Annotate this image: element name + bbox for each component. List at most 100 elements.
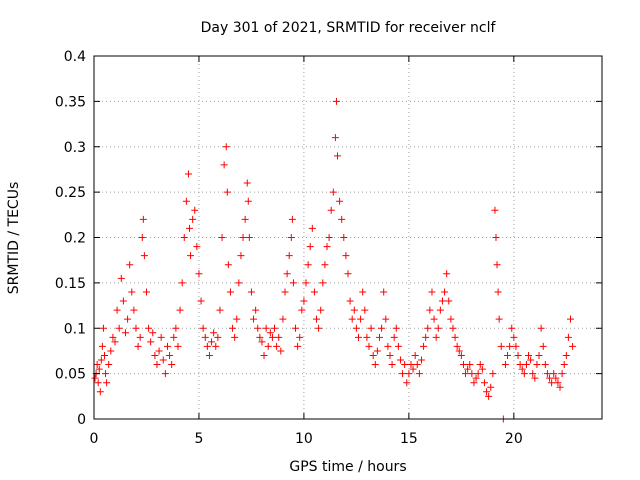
x-tick-label: 10 — [295, 431, 313, 447]
y-tick-label: 0.2 — [64, 231, 86, 247]
data-point — [562, 351, 570, 359]
data-point — [516, 361, 524, 369]
data-point — [264, 342, 272, 350]
data-point — [552, 374, 560, 382]
data-point — [382, 315, 390, 323]
data-point — [262, 324, 270, 332]
data-point — [313, 315, 321, 323]
data-point — [113, 306, 121, 314]
data-point — [223, 188, 231, 196]
data-point — [361, 306, 369, 314]
data-point — [558, 370, 566, 378]
data-point — [258, 338, 266, 346]
data-point — [455, 347, 463, 355]
y-tick-label: 0.4 — [64, 49, 86, 65]
data-point — [388, 361, 396, 369]
y-tick-label: 0.05 — [55, 367, 86, 383]
data-point — [403, 379, 411, 387]
data-point — [459, 361, 467, 369]
data-point — [151, 351, 159, 359]
data-point — [332, 97, 340, 105]
data-point — [466, 361, 474, 369]
x-tick-label: 15 — [400, 431, 418, 447]
data-point — [520, 370, 528, 378]
data-point — [288, 215, 296, 223]
data-point — [405, 370, 413, 378]
data-point — [365, 342, 373, 350]
data-point — [457, 351, 465, 359]
data-point — [363, 333, 371, 341]
data-point — [153, 361, 161, 369]
data-point — [273, 342, 281, 350]
data-point — [443, 270, 451, 278]
data-point — [256, 333, 264, 341]
data-point — [352, 324, 360, 332]
data-point — [495, 315, 503, 323]
data-point — [304, 261, 312, 269]
data-point — [292, 324, 300, 332]
data-point — [449, 324, 457, 332]
data-point — [535, 351, 543, 359]
y-tick-label: 0.25 — [55, 185, 86, 201]
data-point — [396, 356, 404, 364]
data-point — [541, 361, 549, 369]
data-point — [531, 374, 539, 382]
data-point — [212, 342, 220, 350]
data-point — [415, 370, 423, 378]
data-point — [201, 333, 209, 341]
data-point — [126, 261, 134, 269]
data-point — [569, 342, 577, 350]
data-point — [159, 356, 167, 364]
y-tick-label: 0.15 — [55, 276, 86, 292]
data-point — [296, 333, 304, 341]
data-point — [539, 342, 547, 350]
data-point — [550, 370, 558, 378]
data-point — [95, 365, 103, 373]
data-point — [98, 342, 106, 350]
data-point — [245, 234, 253, 241]
data-point — [476, 361, 484, 369]
data-point — [346, 297, 354, 305]
data-point — [497, 342, 505, 350]
data-point — [399, 370, 407, 378]
data-point — [128, 288, 136, 296]
data-point — [180, 234, 188, 241]
data-point — [527, 356, 535, 364]
data-point — [554, 379, 562, 387]
data-point — [354, 333, 362, 341]
data-point — [348, 315, 356, 323]
data-point — [109, 333, 117, 341]
data-point — [512, 342, 520, 350]
data-point — [117, 274, 125, 282]
data-point — [468, 370, 476, 378]
data-point — [99, 324, 107, 332]
data-point — [134, 342, 142, 350]
data-point — [103, 379, 111, 387]
data-point — [172, 324, 180, 332]
data-point — [166, 351, 174, 359]
x-tick-label: 5 — [194, 431, 203, 447]
data-point — [91, 374, 99, 382]
data-point — [464, 365, 472, 373]
data-point — [445, 297, 453, 305]
data-point — [409, 365, 417, 373]
data-point — [386, 351, 394, 359]
data-point — [394, 342, 402, 350]
data-point — [321, 261, 329, 269]
data-point — [218, 234, 226, 241]
data-point — [470, 379, 478, 387]
data-point — [430, 315, 438, 323]
y-tick-label: 0.35 — [55, 94, 86, 110]
data-point — [239, 234, 247, 241]
data-point — [197, 297, 205, 305]
data-point — [140, 252, 148, 260]
data-point — [214, 333, 222, 341]
data-point — [252, 306, 260, 314]
data-point — [357, 315, 365, 323]
data-point — [193, 243, 201, 251]
data-point — [115, 324, 123, 332]
data-point — [277, 347, 285, 355]
data-point — [434, 324, 442, 332]
data-point — [241, 215, 249, 223]
